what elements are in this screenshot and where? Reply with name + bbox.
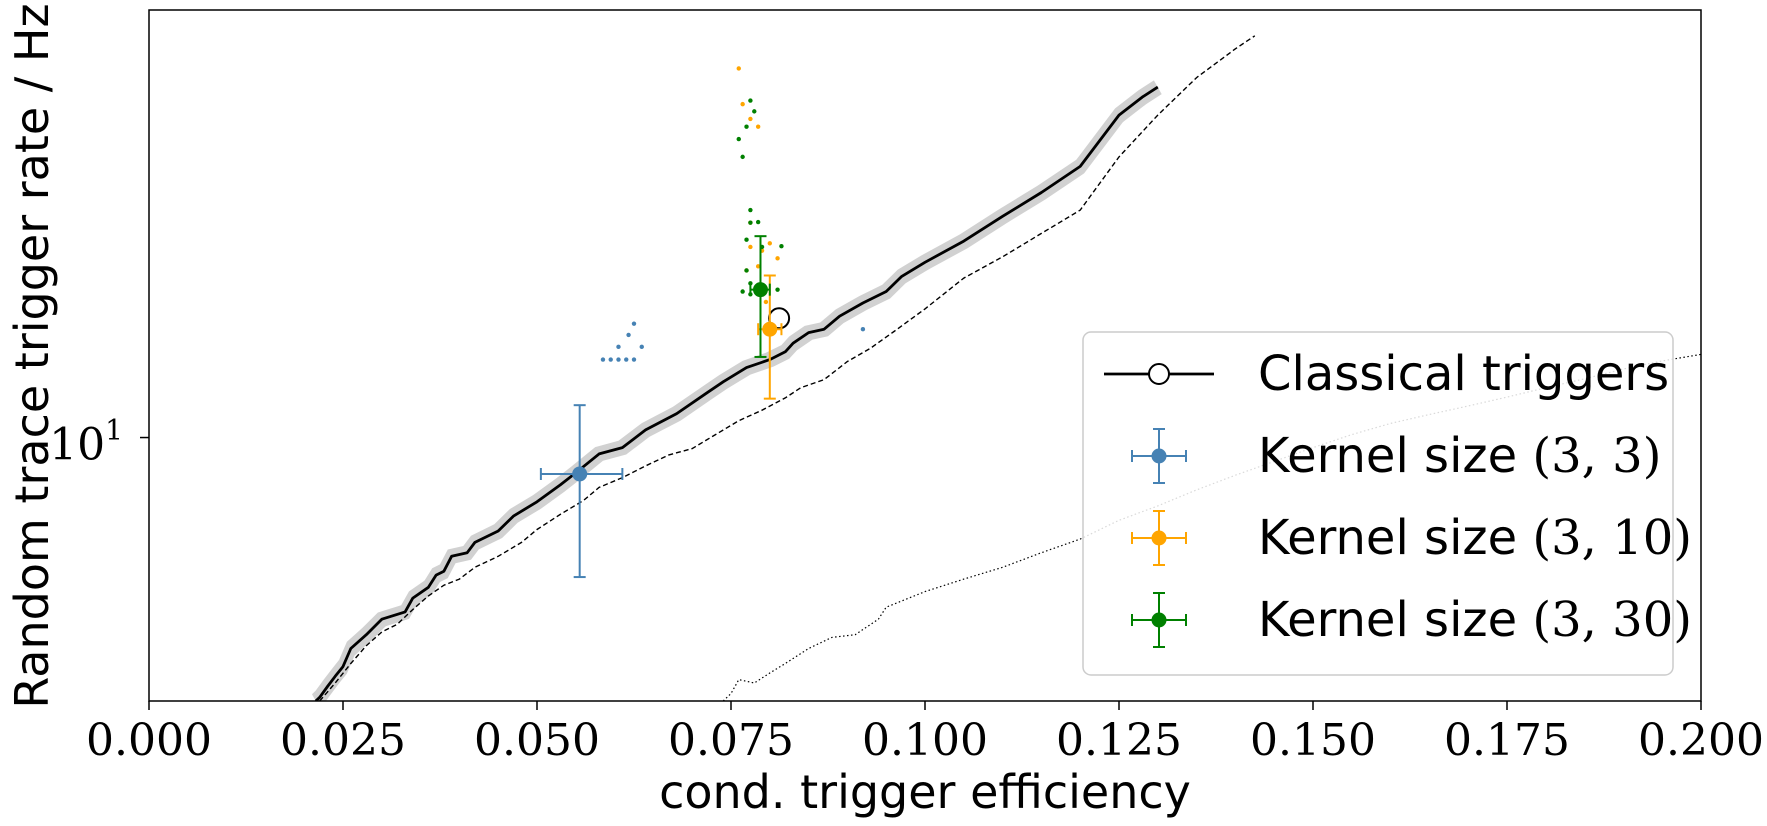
sample-point: [616, 357, 621, 362]
sample-point: [600, 357, 606, 362]
y-tick-exponent: 1: [105, 414, 123, 447]
x-axis-label: cond. trigger efficiency: [659, 765, 1191, 819]
sample-point: [755, 264, 761, 269]
sample-point: [752, 109, 757, 114]
legend-label: Kernel size (3, 30): [1258, 592, 1692, 648]
x-axis-ticks: 0.000 0.025 0.050 0.075 0.100 0.125 0.150 0.175…: [86, 701, 1764, 766]
x-tick-label: 0.025: [280, 715, 406, 766]
legend-label: Kernel size (3, 10): [1258, 510, 1692, 566]
legend-label-text: Kernel size: [1258, 510, 1532, 566]
legend-label: Kernel size (3, 3): [1258, 428, 1661, 484]
legend-label-math: (3, 3): [1532, 428, 1661, 484]
y-tick-label: 101: [49, 414, 123, 471]
sample-point: [748, 207, 753, 213]
sample-point: [740, 101, 745, 107]
sample-point: [744, 237, 749, 242]
sample-point: [736, 66, 741, 71]
data-point-marker: [762, 321, 778, 337]
x-tick-label: 0.100: [862, 715, 988, 766]
y-tick-base: 10: [49, 420, 105, 471]
sample-point: [639, 344, 644, 350]
sample-point: [755, 219, 761, 225]
data-point-marker: [752, 282, 768, 298]
sample-point: [631, 357, 637, 362]
legend-handle-marker: [1151, 612, 1167, 628]
sample-point: [763, 299, 769, 305]
legend-label-math: (3, 30): [1532, 592, 1692, 648]
sample-point: [740, 289, 745, 294]
legend-handle-marker: [1151, 448, 1167, 464]
x-tick-label: 0.000: [86, 715, 212, 766]
sample-point: [624, 357, 629, 362]
legend-label-math: (3, 10): [1532, 510, 1692, 566]
sample-point: [631, 321, 637, 326]
sample-point: [779, 244, 784, 249]
legend-handle-marker: [1148, 363, 1170, 385]
sample-point: [608, 357, 613, 362]
legend-handle-marker: [1151, 530, 1167, 546]
sample-point: [775, 287, 780, 292]
x-tick-label: 0.150: [1250, 715, 1376, 766]
sample-point: [748, 220, 753, 225]
sample-point: [755, 124, 761, 129]
sample-point: [860, 327, 866, 332]
x-tick-label: 0.175: [1444, 715, 1570, 766]
sample-point: [736, 136, 741, 142]
sample-point: [744, 124, 749, 129]
x-tick-label: 0.075: [668, 715, 794, 766]
legend-label-text: Kernel size: [1258, 592, 1532, 648]
sample-point: [767, 241, 772, 246]
data-point-marker: [572, 466, 588, 482]
x-tick-label: 0.050: [474, 715, 600, 766]
sample-point: [748, 116, 753, 122]
x-tick-label: 0.125: [1056, 715, 1182, 766]
sample-point: [748, 281, 753, 286]
sample-point: [626, 332, 631, 338]
sample-point: [775, 256, 780, 261]
x-tick-label: 0.200: [1638, 715, 1764, 766]
y-axis-label: Random trace trigger rate / Hz: [5, 3, 59, 708]
legend-label: Classical triggers: [1258, 346, 1669, 402]
sample-point: [748, 244, 753, 250]
sample-point: [748, 98, 753, 103]
sample-point: [740, 154, 745, 160]
legend-label-text: Kernel size: [1258, 428, 1532, 484]
classical-triggers-curve: [314, 85, 1159, 701]
sample-point: [616, 344, 621, 350]
sample-point: [744, 268, 749, 273]
points-layer: [539, 235, 791, 579]
dashed-curve: [319, 35, 1256, 701]
legend-box: [1082, 331, 1674, 676]
y-axis-ticks: 101: [49, 414, 149, 471]
